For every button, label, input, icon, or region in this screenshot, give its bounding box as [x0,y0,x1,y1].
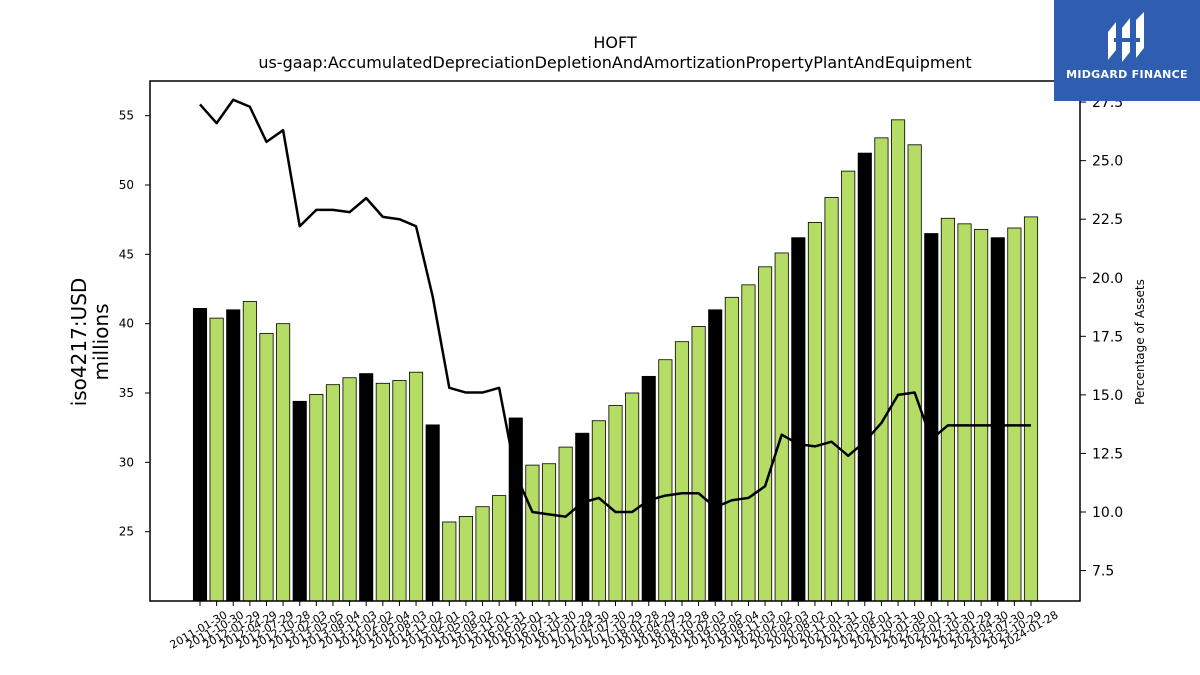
y-tick-label: 45 [119,247,134,261]
bar-2023-07-30 [990,237,1005,602]
y2-tick-label: 25.0 [1092,154,1123,170]
y-tick-label: 25 [119,525,134,539]
bar-2019-11-03 [741,284,756,602]
bar-2014-11-02 [409,371,424,602]
y-tick-label: 40 [119,317,134,331]
bar-2016-10-30 [541,463,557,602]
bar-2013-02-03 [292,400,307,602]
bar-2012-07-29 [259,332,274,602]
bar-2020-08-02 [791,237,806,602]
y2-tick-label: 22.5 [1092,212,1123,228]
y-tick-label: 50 [119,178,134,192]
bar-2022-07-31 [924,233,939,602]
bar-2018-07-29 [658,359,673,602]
bar-2013-11-03 [342,377,357,602]
logo-mark-icon [1108,12,1144,62]
bar-2018-04-29 [641,375,656,602]
y2-tick-label: 10.0 [1092,505,1123,521]
y-axis-label: iso4217:USD [67,278,91,407]
bar-2020-05-03 [774,252,789,602]
bar-2023-10-29 [1007,227,1022,602]
bar-2021-01-31 [824,197,839,602]
percentage-line [199,98,1031,518]
bar-2018-10-28 [674,341,690,602]
bar-2020-02-02 [758,266,773,602]
bar-2015-11-01 [475,506,490,602]
bar-2011-01-30 [192,308,208,602]
bar-2012-10-28 [276,323,291,602]
bar-2019-08-04 [724,296,739,602]
bar-2016-01-31 [492,495,507,602]
bar-2014-02-02 [359,373,374,602]
bar-2019-05-05 [708,309,723,602]
bar-2023-04-30 [974,228,989,602]
bar-2021-05-02 [841,170,856,602]
bar-2013-05-05 [309,393,324,602]
bar-2011-10-30 [209,317,224,602]
y-tick-label: 55 [119,109,134,123]
x-axis-ticks: 2011-01-302011-10-302012-01-292012-04-29… [168,601,1061,652]
brand-logo: MIDGARD FINANCE [1054,0,1200,101]
bar-2012-01-29 [226,309,241,602]
y2-axis-ticks: 7.510.012.515.017.520.022.525.027.5 [1080,95,1123,580]
bar-2024-01-28 [1023,216,1039,602]
bar-2014-05-04 [375,382,390,602]
bar-2015-08-02 [458,516,473,602]
bar-2017-10-29 [608,405,623,602]
y2-axis-label: Percentage of Assets [1133,279,1147,405]
bar-2016-07-31 [525,464,540,602]
bar-series [192,119,1039,602]
bar-2021-08-01 [857,152,872,602]
y-axis-ticks: 25 30 35 40 45 50 55 [119,109,150,539]
bar-2018-01-28 [625,392,640,602]
chart-subtitle: us-gaap:AccumulatedDepreciationDepletion… [258,53,971,72]
bar-2021-10-31 [874,137,889,602]
bar-2012-04-29 [242,301,257,602]
bar-2017-01-29 [558,446,573,602]
bar-2013-08-04 [325,384,341,602]
bar-2017-04-30 [575,432,590,602]
bar-2014-08-03 [392,380,407,602]
bar-2017-07-30 [591,420,606,602]
bar-2022-10-30 [940,217,955,602]
y2-tick-label: 17.5 [1092,329,1123,345]
y2-tick-label: 20.0 [1092,271,1123,287]
bar-2015-02-01 [425,424,440,602]
y-tick-label: 35 [119,386,134,400]
bar-2022-05-01 [907,144,922,602]
bar-2020-11-01 [807,222,822,602]
bar-2023-01-29 [957,223,972,602]
bar-2022-01-30 [890,119,906,602]
chart-title: HOFT [593,33,637,52]
y2-tick-label: 12.5 [1092,446,1123,462]
y2-tick-label: 7.5 [1092,564,1114,580]
bar-2019-02-03 [691,326,706,602]
y-axis-label-unit: millions [89,303,113,380]
y-tick-label: 30 [119,455,134,469]
bar-2015-05-03 [442,521,457,602]
logo-wordmark: MIDGARD FINANCE [1066,68,1188,81]
y2-tick-label: 15.0 [1092,388,1123,404]
